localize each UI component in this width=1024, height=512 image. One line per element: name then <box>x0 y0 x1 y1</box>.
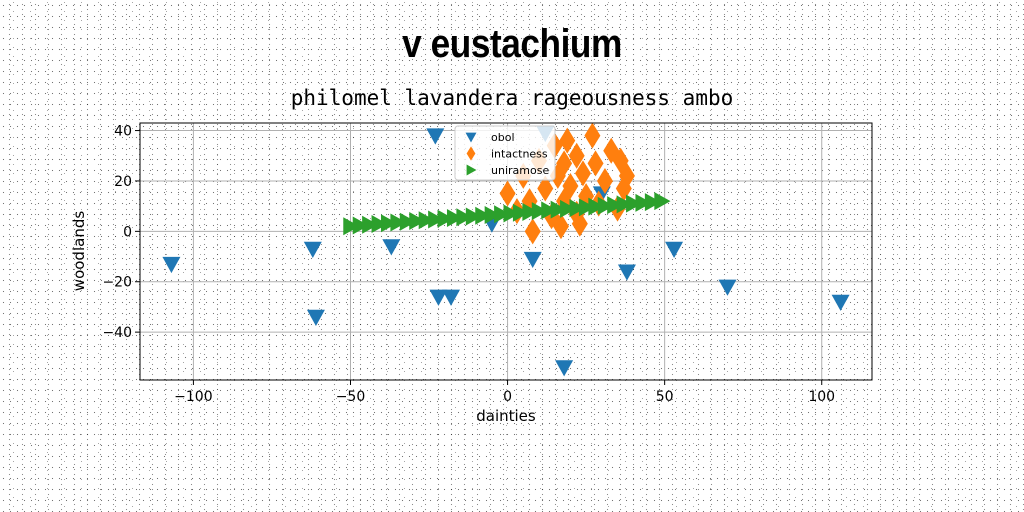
uniramose-point <box>380 214 398 233</box>
intactness-point <box>559 127 576 154</box>
obol-point <box>718 279 737 296</box>
intactness-point <box>618 162 635 189</box>
chart-subtitle: philomel lavandera rageousness ambo <box>290 86 734 110</box>
uniramose-point <box>569 199 586 218</box>
uniramose-point <box>343 217 360 236</box>
uniramose-point <box>475 206 492 225</box>
legend-label-obol: obol <box>491 131 515 144</box>
x-tick-label: 100 <box>808 389 835 405</box>
legend-label-uniramose: uniramose <box>491 164 549 177</box>
uniramose-point <box>437 209 454 228</box>
obol-point <box>429 289 448 306</box>
uniramose-point <box>399 212 417 231</box>
obol-point <box>617 264 636 281</box>
obol-point <box>162 256 181 274</box>
uniramose-point <box>418 211 435 230</box>
intactness-point <box>571 210 588 237</box>
x-tick-label: −100 <box>174 389 212 405</box>
uniramose-point <box>456 208 473 227</box>
uniramose-point <box>446 208 464 227</box>
obol-point <box>442 289 461 306</box>
series-obol <box>162 125 850 377</box>
intactness-point <box>574 160 591 187</box>
series-uniramose <box>343 192 671 236</box>
intactness-point <box>499 180 516 207</box>
uniramose-point <box>588 197 605 216</box>
uniramose-point <box>503 204 520 223</box>
intactness-point <box>552 213 569 240</box>
y-tick-label: −40 <box>102 325 132 341</box>
y-tick-label: 20 <box>114 174 132 190</box>
legend-marker-obol <box>465 132 477 143</box>
uniramose-point <box>465 207 483 226</box>
legend-box <box>454 125 556 181</box>
obol-point <box>426 128 445 145</box>
uniramose-point <box>550 200 567 219</box>
y-tick-label: 40 <box>114 124 132 140</box>
intactness-point <box>556 150 573 177</box>
intactness-point <box>584 122 601 149</box>
uniramose-point <box>560 199 577 218</box>
uniramose-point <box>512 203 530 222</box>
uniramose-point <box>654 192 671 211</box>
obol-point <box>831 294 850 311</box>
grid-lines <box>140 123 872 380</box>
uniramose-point <box>616 195 633 214</box>
uniramose-point <box>494 205 511 224</box>
uniramose-point <box>644 193 662 212</box>
uniramose-point <box>635 193 652 212</box>
uniramose-point <box>607 196 624 215</box>
uniramose-point <box>362 215 379 234</box>
uniramose-point <box>390 213 407 232</box>
uniramose-point <box>522 202 539 221</box>
obol-point <box>555 360 574 377</box>
uniramose-point <box>578 198 596 217</box>
obol-point <box>382 239 401 256</box>
x-tick-label: 50 <box>656 389 674 405</box>
y-tick-label: 0 <box>123 224 132 240</box>
uniramose-point <box>626 194 643 213</box>
legend-label-intactness: intactness <box>491 148 548 161</box>
uniramose-point <box>352 216 369 235</box>
obol-point <box>306 309 325 327</box>
intactness-point <box>587 150 604 177</box>
legend-marker-uniramose <box>466 164 477 176</box>
x-tick-label: −50 <box>336 389 366 405</box>
x-axis-label: dainties <box>476 407 536 425</box>
uniramose-point <box>531 202 548 221</box>
obol-point <box>523 251 542 269</box>
y-axis-label: woodlands <box>70 211 88 292</box>
obol-point <box>665 241 684 258</box>
plot-markers <box>162 122 850 377</box>
uniramose-point <box>484 205 501 224</box>
x-tick-label: 0 <box>503 389 512 405</box>
uniramose-point <box>541 201 558 220</box>
intactness-point <box>524 218 541 245</box>
intactness-point <box>537 175 554 202</box>
chart-title: v eustachium <box>402 22 622 66</box>
y-tick-label: −20 <box>102 275 132 291</box>
uniramose-point <box>371 215 388 234</box>
plot-frame <box>139 122 873 381</box>
obol-point <box>303 241 322 258</box>
axis-ticks: −100 −50 0 50 100 −40 −20 0 20 40 <box>102 124 835 405</box>
legend-marker-intactness <box>466 146 476 161</box>
legend: obol intactness uniramose <box>454 125 556 181</box>
intactness-point <box>596 167 613 194</box>
intactness-point <box>568 142 585 169</box>
uniramose-point <box>428 210 445 229</box>
intactness-point <box>562 172 579 199</box>
uniramose-point <box>597 196 614 215</box>
uniramose-point <box>409 212 426 231</box>
